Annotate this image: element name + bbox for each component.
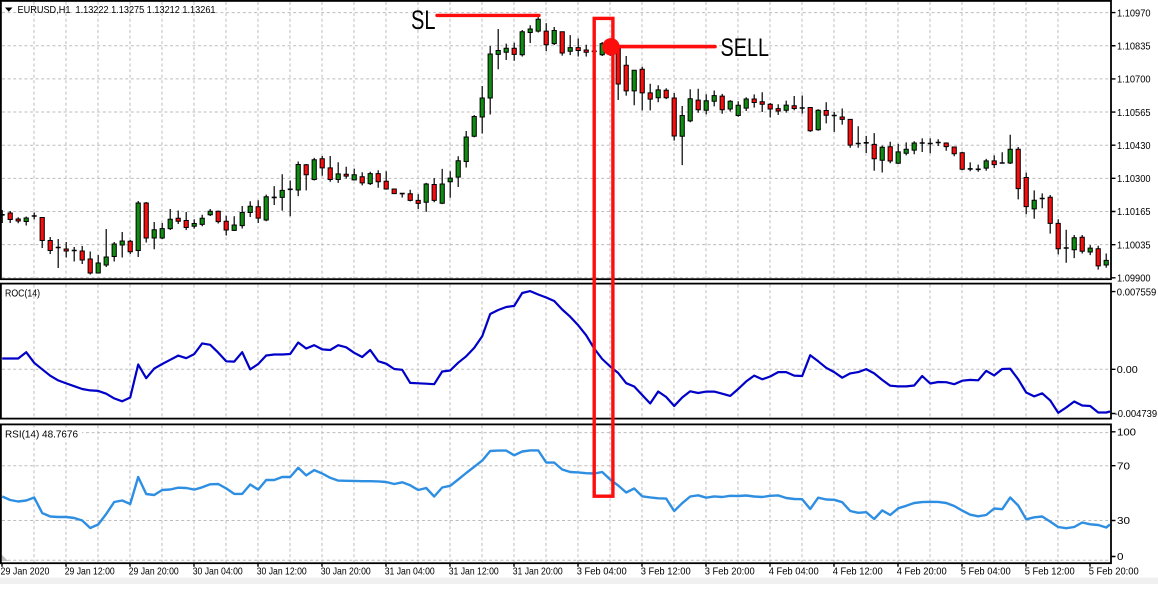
svg-text:29 Jan 20:00: 29 Jan 20:00 — [129, 567, 179, 578]
svg-text:0.007559: 0.007559 — [1117, 287, 1157, 298]
svg-text:3 Feb 20:00: 3 Feb 20:00 — [705, 567, 755, 578]
svg-text:1.10565: 1.10565 — [1117, 108, 1151, 119]
svg-text:31 Jan 04:00: 31 Jan 04:00 — [385, 567, 435, 578]
svg-text:-0.004739: -0.004739 — [1115, 409, 1158, 420]
svg-text:4 Feb 20:00: 4 Feb 20:00 — [897, 567, 947, 578]
svg-text:1.10835: 1.10835 — [1117, 41, 1151, 52]
svg-text:1.10700: 1.10700 — [1117, 75, 1151, 86]
svg-text:1.10300: 1.10300 — [1117, 174, 1151, 185]
svg-text:ROC(14): ROC(14) — [5, 289, 40, 300]
svg-text:SELL: SELL — [721, 34, 770, 62]
svg-text:1.10970: 1.10970 — [1117, 8, 1151, 19]
svg-text:5 Feb 04:00: 5 Feb 04:00 — [961, 567, 1011, 578]
svg-text:100: 100 — [1117, 428, 1136, 439]
svg-text:30 Jan 20:00: 30 Jan 20:00 — [321, 567, 371, 578]
svg-text:RSI(14) 48.7676: RSI(14) 48.7676 — [5, 430, 78, 441]
svg-text:0.00: 0.00 — [1117, 365, 1138, 376]
svg-text:70: 70 — [1117, 461, 1130, 472]
svg-text:4 Feb 12:00: 4 Feb 12:00 — [833, 567, 883, 578]
svg-text:EURUSD,H1 1.13222 1.13275 1.1: EURUSD,H1 1.13222 1.13275 1.13212 1.1326… — [18, 5, 216, 16]
svg-text:31 Jan 12:00: 31 Jan 12:00 — [449, 567, 499, 578]
svg-text:1.09900: 1.09900 — [1117, 274, 1151, 285]
svg-text:0: 0 — [1117, 552, 1124, 563]
svg-text:5 Feb 20:00: 5 Feb 20:00 — [1089, 567, 1139, 578]
svg-text:29 Jan 12:00: 29 Jan 12:00 — [65, 567, 115, 578]
svg-text:1.10430: 1.10430 — [1117, 141, 1151, 152]
svg-text:30: 30 — [1117, 516, 1130, 527]
svg-text:SL: SL — [411, 5, 436, 35]
svg-text:30 Jan 04:00: 30 Jan 04:00 — [193, 567, 243, 578]
svg-text:30 Jan 12:00: 30 Jan 12:00 — [257, 567, 307, 578]
svg-text:3 Feb 04:00: 3 Feb 04:00 — [577, 567, 627, 578]
svg-text:1.10165: 1.10165 — [1117, 207, 1151, 218]
svg-text:3 Feb 12:00: 3 Feb 12:00 — [641, 567, 691, 578]
svg-text:1.10035: 1.10035 — [1117, 240, 1151, 251]
svg-text:29 Jan 2020: 29 Jan 2020 — [1, 567, 50, 578]
svg-text:31 Jan 20:00: 31 Jan 20:00 — [513, 567, 563, 578]
svg-text:4 Feb 04:00: 4 Feb 04:00 — [769, 567, 819, 578]
svg-text:5 Feb 12:00: 5 Feb 12:00 — [1025, 567, 1075, 578]
